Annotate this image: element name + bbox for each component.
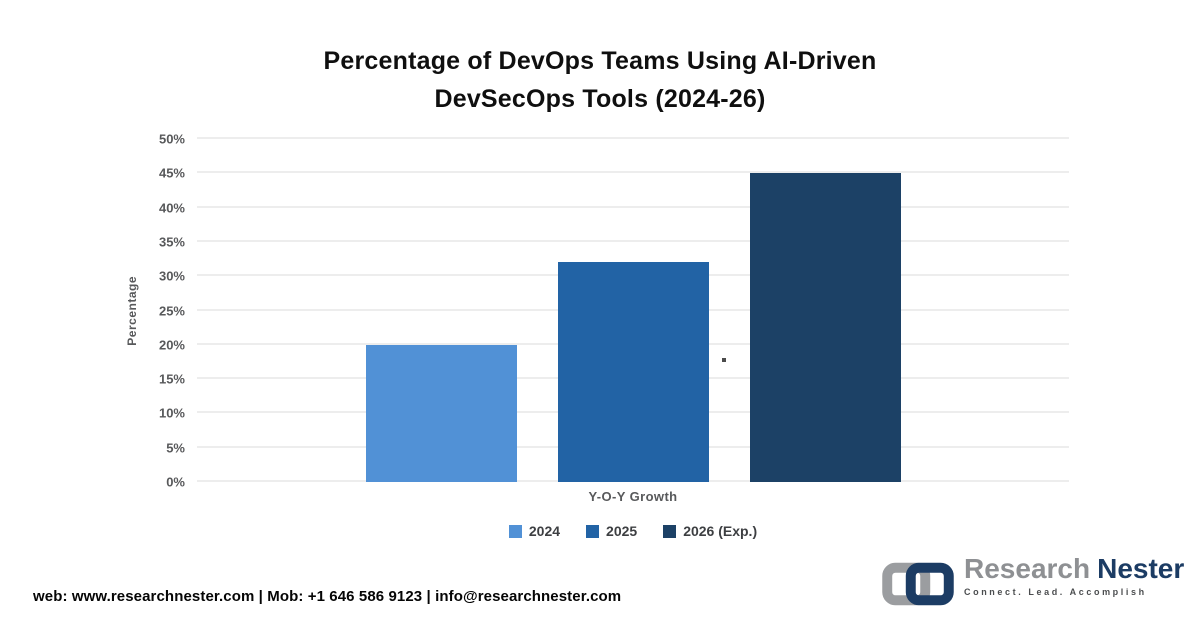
legend-swatch — [663, 524, 677, 538]
bar-2026-exp — [749, 173, 901, 482]
legend: 2024 2025 2026 (Exp.) — [197, 523, 1069, 539]
legend-label: 2025 — [606, 523, 638, 539]
logo-tagline: Connect. Lead. Accomplish — [964, 587, 1147, 597]
research-nester-logo: Research Nester Connect. Lead. Accomplish — [880, 554, 1184, 616]
bar-2025 — [557, 262, 709, 482]
gridline — [197, 137, 1069, 139]
x-axis-title: Y-O-Y Growth — [588, 489, 678, 504]
gridline — [197, 171, 1069, 174]
y-tick-label: 45% — [158, 165, 185, 181]
legend-label: 2026 (Exp.) — [683, 523, 758, 539]
logo-text: Research Nester Connect. Lead. Accomplish — [964, 554, 1184, 598]
chain-links-icon — [882, 562, 954, 606]
y-tick-label: 10% — [158, 405, 185, 421]
legend-swatch — [586, 524, 600, 538]
y-tick-label: 40% — [158, 200, 185, 216]
gridline — [197, 239, 1069, 242]
logo-name: Research Nester — [964, 554, 1184, 584]
footer-contact-text: web: www.researchnester.com | Mob: +1 64… — [33, 588, 622, 605]
speck-artifact — [722, 358, 726, 362]
y-tick-label: 15% — [158, 371, 185, 387]
bar-2024 — [365, 344, 517, 482]
y-axis-title: Percentage — [125, 139, 139, 482]
y-tick-label: 25% — [158, 303, 185, 318]
bars — [197, 139, 1069, 482]
gridline — [197, 205, 1069, 208]
chart-title-line2: DevSecOps Tools (2024-26) — [434, 85, 766, 113]
legend-item: 2024 — [508, 523, 561, 539]
legend-label: 2024 — [528, 523, 561, 539]
y-axis-title-text: Percentage — [125, 275, 139, 346]
y-tick-label: 50% — [158, 131, 185, 147]
y-tick-label: 0% — [166, 474, 185, 490]
chart-title-line1: Percentage of DevOps Teams Using AI-Driv… — [323, 47, 877, 75]
y-tick-label: 30% — [158, 268, 185, 284]
legend-item: 2026 (Exp.) — [663, 523, 757, 539]
legend-swatch — [508, 524, 522, 538]
legend-item: 2025 — [586, 523, 637, 539]
y-tick-label: 20% — [158, 337, 185, 353]
y-tick-label: 35% — [158, 234, 185, 250]
plot-area: Percentage 0% 5% 10% 15% 20% 25% 30% 35% 40% 45% 5… — [125, 132, 1069, 490]
logo-name-research: Research — [964, 553, 1091, 584]
chart-title: Percentage of DevOps Teams Using AI-Driv… — [0, 42, 1200, 118]
logo-name-nester: Nester — [1097, 553, 1185, 584]
y-tick-label: 5% — [166, 440, 185, 456]
